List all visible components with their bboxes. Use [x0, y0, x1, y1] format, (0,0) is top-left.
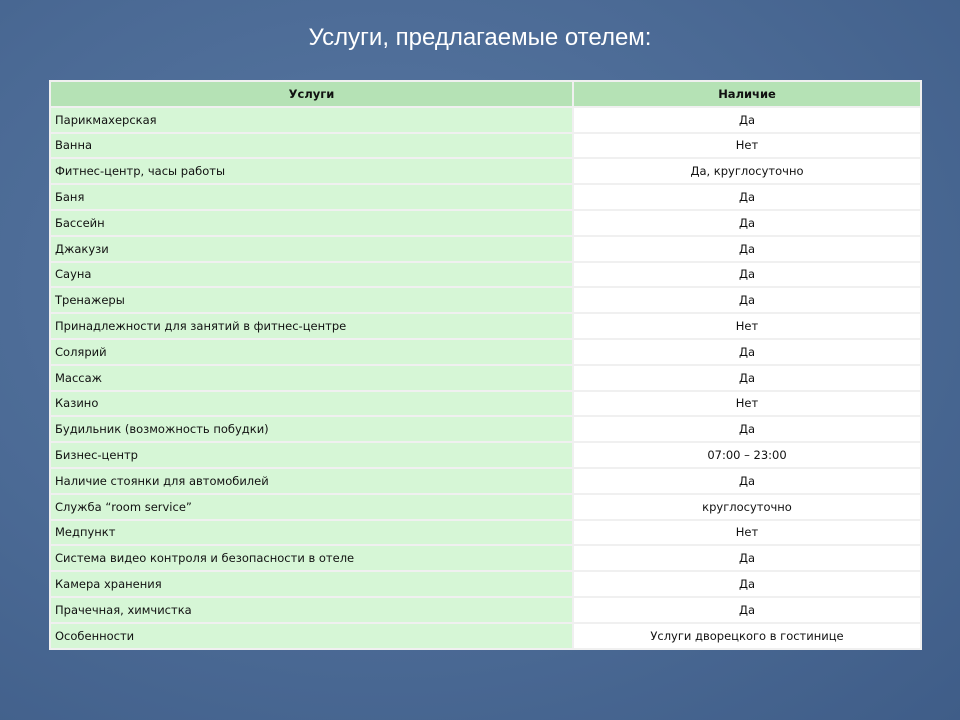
availability: Да [572, 105, 922, 134]
table-body: Парикмахерская Да Ванна Нет Фитнес-центр, ча… [49, 105, 922, 650]
service-name: Массаж [49, 363, 574, 392]
availability: Услуги дворецкого в гостинице [572, 621, 922, 650]
service-name: Солярий [49, 337, 574, 366]
table-row: Медпункт Нет [49, 518, 922, 547]
slide-title: Услуги, предлагаемые отелем: [308, 24, 652, 51]
service-name: Будильник (возможность побудки) [49, 415, 574, 444]
availability: Да [572, 466, 922, 495]
service-name: Медпункт [49, 518, 574, 547]
table-row: Парикмахерская Да [49, 105, 922, 134]
availability: Да [572, 286, 922, 315]
availability: 07:00 – 23:00 [572, 441, 922, 469]
availability: Да [572, 183, 922, 211]
table-row: Казино Нет [49, 389, 922, 418]
service-name: Система видео контроля и безопасности в … [49, 544, 574, 573]
table-row: Солярий Да [49, 337, 922, 366]
table-row: Служба “room service” круглосуточно [49, 492, 922, 521]
table-row: Фитнес-центр, часы работы Да, круглосуточ… [49, 157, 922, 186]
service-name: Сауна [49, 260, 574, 289]
availability: Да [572, 337, 922, 366]
service-name: Фитнес-центр, часы работы [49, 157, 574, 186]
service-name: Служба “room service” [49, 492, 574, 521]
table-row: Принадлежности для занятий в фитнес-цент… [49, 312, 922, 340]
availability: Да, круглосуточно [572, 157, 922, 186]
table-row: Особенности Услуги дворецкого в гостинице [49, 621, 922, 650]
table-row: Бизнес-центр 07:00 – 23:00 [49, 441, 922, 469]
table-row: Наличие стоянки для автомобилей Да [49, 466, 922, 495]
availability: Да [572, 595, 922, 624]
service-name: Камера хранения [49, 570, 574, 598]
service-name: Наличие стоянки для автомобилей [49, 466, 574, 495]
availability: Да [572, 570, 922, 598]
service-name: Баня [49, 183, 574, 211]
table-row: Ванна Нет [49, 131, 922, 160]
availability: Нет [572, 312, 922, 340]
availability: Да [572, 234, 922, 263]
column-header: Наличие [572, 80, 922, 108]
availability: Да [572, 363, 922, 392]
column-header: Услуги [49, 80, 574, 108]
availability: Нет [572, 518, 922, 547]
availability: Нет [572, 389, 922, 418]
availability: Нет [572, 131, 922, 160]
service-name: Особенности [49, 621, 574, 650]
table-row: Система видео контроля и безопасности в … [49, 544, 922, 573]
service-name: Казино [49, 389, 574, 418]
table-row: Прачечная, химчистка Да [49, 595, 922, 624]
table-row: Массаж Да [49, 363, 922, 392]
availability: Да [572, 260, 922, 289]
service-name: Прачечная, химчистка [49, 595, 574, 624]
table-row: Сауна Да [49, 260, 922, 289]
table-row: Джакузи Да [49, 234, 922, 263]
table-row: Баня Да [49, 183, 922, 211]
table-row: Будильник (возможность побудки) Да [49, 415, 922, 444]
table-row: Бассейн Да [49, 208, 922, 237]
table-row: Камера хранения Да [49, 570, 922, 598]
availability: Да [572, 415, 922, 444]
availability: круглосуточно [572, 492, 922, 521]
service-name: Тренажеры [49, 286, 574, 315]
services-table: Услуги Наличие Парикмахерская Да Ванна Нет Фи… [49, 80, 922, 650]
table-row: Тренажеры Да [49, 286, 922, 315]
service-name: Бизнес-центр [49, 441, 574, 469]
availability: Да [572, 208, 922, 237]
service-name: Принадлежности для занятий в фитнес-цент… [49, 312, 574, 340]
availability: Да [572, 544, 922, 573]
header-row: Услуги Наличие [49, 80, 922, 108]
service-name: Бассейн [49, 208, 574, 237]
service-name: Джакузи [49, 234, 574, 263]
service-name: Ванна [49, 131, 574, 160]
service-name: Парикмахерская [49, 105, 574, 134]
